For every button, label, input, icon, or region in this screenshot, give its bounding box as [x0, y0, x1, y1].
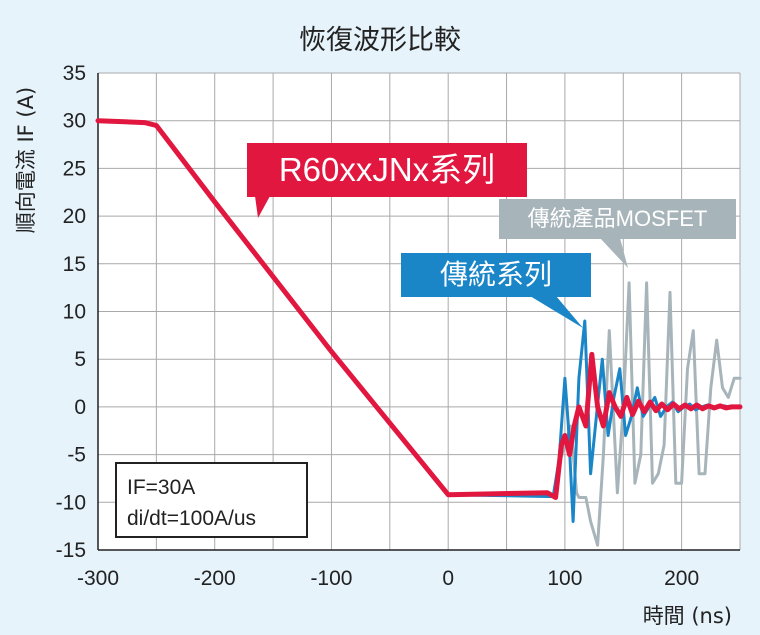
y-tick-label: 15	[63, 253, 86, 276]
callout-blue-pointer	[530, 296, 583, 328]
conditions-box: IF=30A di/dt=100A/us	[115, 462, 308, 538]
y-tick-label: 35	[63, 62, 86, 85]
x-tick-label: 100	[547, 567, 582, 590]
y-tick-label: 30	[63, 110, 86, 133]
y-tick-label: 20	[63, 205, 86, 228]
callout-red-pointer	[255, 196, 270, 218]
chart-title: 恢復波形比較	[299, 25, 461, 56]
y-tick-label: 5	[74, 348, 86, 371]
x-axis-label: 時間 (ns)	[642, 604, 732, 628]
y-tick-label: 10	[63, 301, 86, 324]
x-tick-label: -100	[310, 567, 352, 590]
y-tick-label: -10	[56, 491, 86, 514]
condition-didt: di/dt=100A/us	[127, 507, 257, 530]
callout-mosfet-label: 傳統產品MOSFET	[499, 199, 736, 239]
y-tick-label: -5	[67, 444, 86, 467]
y-tick-label: -15	[56, 539, 86, 562]
x-tick-label: 0	[442, 567, 454, 590]
callout-r60xx-label: R60xxJNx系列	[247, 143, 527, 197]
series-line-2	[95, 118, 743, 500]
x-tick-label: -300	[77, 567, 119, 590]
callout-conventional-label: 傳統系列	[401, 253, 591, 297]
y-tick-label: 25	[63, 157, 86, 180]
x-tick-label: -200	[194, 567, 236, 590]
condition-current: IF=30A	[127, 476, 196, 499]
callout-gray-pointer	[600, 238, 628, 268]
y-tick-label: 0	[74, 396, 86, 419]
x-tick-label: 200	[664, 567, 699, 590]
